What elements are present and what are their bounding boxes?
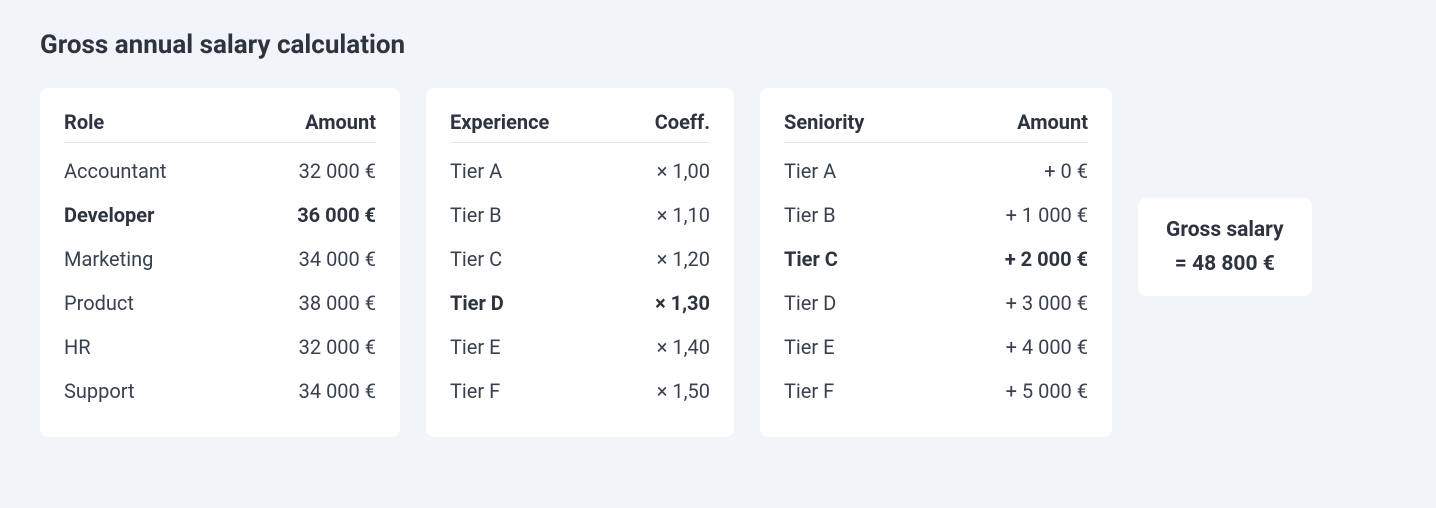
- table-row[interactable]: Tier F× 1,50: [450, 369, 710, 413]
- row-value: × 1,00: [617, 143, 710, 194]
- row-value: + 0 €: [933, 143, 1088, 194]
- row-label: HR: [64, 325, 240, 369]
- row-label: Tier E: [784, 325, 933, 369]
- role-header-left: Role: [64, 104, 240, 143]
- experience-header-row: Experience Coeff.: [450, 104, 710, 143]
- row-label: Support: [64, 369, 240, 413]
- row-label: Tier D: [450, 281, 617, 325]
- row-value: + 1 000 €: [933, 193, 1088, 237]
- row-value: × 1,10: [617, 193, 710, 237]
- row-label: Tier D: [784, 281, 933, 325]
- table-row[interactable]: Tier F+ 5 000 €: [784, 369, 1088, 413]
- seniority-card: Seniority Amount Tier A+ 0 €Tier B+ 1 00…: [760, 88, 1112, 437]
- row-value: × 1,50: [617, 369, 710, 413]
- experience-tbody: Tier A× 1,00Tier B× 1,10Tier C× 1,20Tier…: [450, 143, 710, 414]
- experience-table: Experience Coeff. Tier A× 1,00Tier B× 1,…: [450, 104, 710, 413]
- row-value: + 3 000 €: [933, 281, 1088, 325]
- table-row[interactable]: Tier B+ 1 000 €: [784, 193, 1088, 237]
- table-row[interactable]: Tier E× 1,40: [450, 325, 710, 369]
- seniority-table: Seniority Amount Tier A+ 0 €Tier B+ 1 00…: [784, 104, 1088, 413]
- row-label: Tier F: [784, 369, 933, 413]
- row-value: 34 000 €: [240, 237, 376, 281]
- role-header-row: Role Amount: [64, 104, 376, 143]
- row-label: Tier E: [450, 325, 617, 369]
- row-value: × 1,20: [617, 237, 710, 281]
- row-value: + 5 000 €: [933, 369, 1088, 413]
- row-value: × 1,40: [617, 325, 710, 369]
- row-value: 32 000 €: [240, 143, 376, 194]
- role-card: Role Amount Accountant32 000 €Developer3…: [40, 88, 400, 437]
- role-tbody: Accountant32 000 €Developer36 000 €Marke…: [64, 143, 376, 414]
- seniority-header-row: Seniority Amount: [784, 104, 1088, 143]
- seniority-header-left: Seniority: [784, 104, 933, 143]
- table-row[interactable]: Accountant32 000 €: [64, 143, 376, 194]
- row-label: Tier A: [450, 143, 617, 194]
- result-label: Gross salary: [1166, 218, 1284, 242]
- experience-header-right: Coeff.: [617, 104, 710, 143]
- seniority-tbody: Tier A+ 0 €Tier B+ 1 000 €Tier C+ 2 000 …: [784, 143, 1088, 414]
- table-row[interactable]: Tier C× 1,20: [450, 237, 710, 281]
- row-label: Tier C: [784, 237, 933, 281]
- table-row[interactable]: Developer36 000 €: [64, 193, 376, 237]
- table-row[interactable]: Tier A+ 0 €: [784, 143, 1088, 194]
- experience-card: Experience Coeff. Tier A× 1,00Tier B× 1,…: [426, 88, 734, 437]
- row-label: Tier A: [784, 143, 933, 194]
- page-title: Gross annual salary calculation: [40, 30, 1396, 60]
- table-row[interactable]: Marketing34 000 €: [64, 237, 376, 281]
- row-label: Product: [64, 281, 240, 325]
- table-row[interactable]: HR32 000 €: [64, 325, 376, 369]
- table-row[interactable]: Product38 000 €: [64, 281, 376, 325]
- row-label: Developer: [64, 193, 240, 237]
- row-value: + 4 000 €: [933, 325, 1088, 369]
- row-value: × 1,30: [617, 281, 710, 325]
- row-label: Accountant: [64, 143, 240, 194]
- table-row[interactable]: Tier D× 1,30: [450, 281, 710, 325]
- row-label: Tier F: [450, 369, 617, 413]
- table-row[interactable]: Tier E+ 4 000 €: [784, 325, 1088, 369]
- row-label: Tier C: [450, 237, 617, 281]
- seniority-header-right: Amount: [933, 104, 1088, 143]
- row-value: + 2 000 €: [933, 237, 1088, 281]
- result-value: = 48 800 €: [1166, 252, 1284, 276]
- table-row[interactable]: Tier A× 1,00: [450, 143, 710, 194]
- row-value: 32 000 €: [240, 325, 376, 369]
- row-label: Marketing: [64, 237, 240, 281]
- experience-header-left: Experience: [450, 104, 617, 143]
- role-table: Role Amount Accountant32 000 €Developer3…: [64, 104, 376, 413]
- table-row[interactable]: Support34 000 €: [64, 369, 376, 413]
- row-value: 36 000 €: [240, 193, 376, 237]
- table-row[interactable]: Tier D+ 3 000 €: [784, 281, 1088, 325]
- row-value: 34 000 €: [240, 369, 376, 413]
- row-value: 38 000 €: [240, 281, 376, 325]
- role-header-right: Amount: [240, 104, 376, 143]
- result-card: Gross salary = 48 800 €: [1138, 198, 1312, 296]
- calculation-cards-row: Role Amount Accountant32 000 €Developer3…: [40, 88, 1396, 437]
- table-row[interactable]: Tier B× 1,10: [450, 193, 710, 237]
- row-label: Tier B: [450, 193, 617, 237]
- row-label: Tier B: [784, 193, 933, 237]
- table-row[interactable]: Tier C+ 2 000 €: [784, 237, 1088, 281]
